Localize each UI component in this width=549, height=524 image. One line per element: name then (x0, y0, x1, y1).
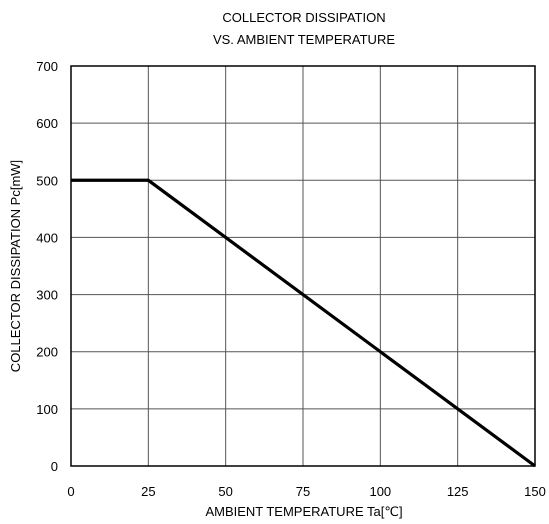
x-tick-label: 150 (524, 484, 546, 499)
y-tick-label: 0 (51, 459, 58, 474)
derating-curve-line (71, 178, 536, 468)
y-tick-label: 200 (36, 345, 58, 360)
x-axis-ticks: 0 25 50 75 100 125 150 (67, 484, 545, 499)
chart-title-line-2: VS. AMBIENT TEMPERATURE (213, 32, 395, 47)
y-tick-label: 400 (36, 230, 58, 245)
y-axis-label: COLLECTOR DISSIPATION Pc[mW] (8, 160, 23, 372)
y-tick-label: 100 (36, 402, 58, 417)
y-tick-label: 600 (36, 116, 58, 131)
grid-lines (70, 65, 536, 467)
x-tick-label: 0 (67, 484, 74, 499)
y-tick-label: 700 (36, 59, 58, 74)
x-tick-label: 75 (296, 484, 310, 499)
x-tick-label: 100 (369, 484, 391, 499)
x-tick-label: 125 (447, 484, 469, 499)
x-axis-label: AMBIENT TEMPERATURE Ta[℃] (205, 504, 402, 519)
series-layer (71, 178, 536, 468)
y-tick-label: 300 (36, 288, 58, 303)
y-axis-ticks: 0 100 200 300 400 500 600 700 (36, 59, 58, 474)
x-tick-label: 25 (141, 484, 155, 499)
x-tick-label: 50 (218, 484, 232, 499)
y-tick-label: 500 (36, 173, 58, 188)
plot-frame (70, 65, 536, 467)
chart-title-line-1: COLLECTOR DISSIPATION (222, 10, 385, 25)
